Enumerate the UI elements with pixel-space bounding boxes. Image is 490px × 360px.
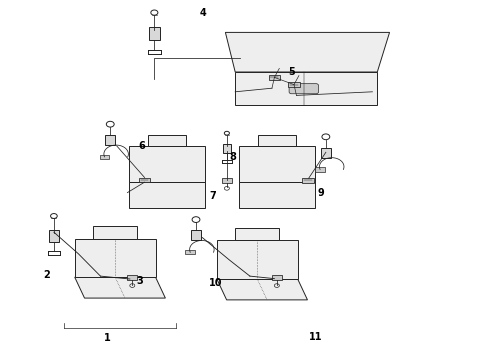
Bar	[272, 275, 282, 280]
Text: 8: 8	[229, 152, 236, 162]
Polygon shape	[74, 239, 156, 277]
Text: 4: 4	[200, 8, 207, 18]
Text: 9: 9	[318, 188, 324, 198]
Polygon shape	[235, 72, 377, 105]
Text: 10: 10	[209, 278, 222, 288]
Bar	[99, 155, 109, 159]
Bar	[191, 230, 201, 240]
Text: 5: 5	[288, 67, 295, 77]
Polygon shape	[217, 240, 298, 279]
Bar	[269, 75, 280, 80]
Polygon shape	[93, 226, 137, 239]
Polygon shape	[74, 277, 166, 298]
Bar	[321, 148, 331, 158]
Bar	[315, 167, 325, 172]
Bar	[105, 135, 115, 145]
Polygon shape	[258, 135, 296, 146]
Text: 6: 6	[139, 141, 146, 151]
Text: 11: 11	[309, 332, 323, 342]
FancyBboxPatch shape	[289, 84, 318, 94]
Bar	[223, 144, 231, 153]
Polygon shape	[235, 228, 279, 240]
Polygon shape	[239, 182, 315, 208]
Bar	[302, 178, 314, 183]
Text: 7: 7	[210, 191, 217, 201]
Text: 3: 3	[136, 276, 143, 286]
Polygon shape	[128, 146, 205, 182]
Polygon shape	[239, 146, 315, 182]
Text: 1: 1	[104, 333, 111, 343]
Polygon shape	[147, 135, 186, 146]
Bar	[222, 178, 232, 183]
Bar	[288, 82, 300, 87]
Polygon shape	[225, 32, 390, 72]
Polygon shape	[128, 182, 205, 208]
Polygon shape	[217, 279, 308, 300]
Bar	[185, 250, 195, 255]
Bar	[49, 230, 59, 242]
Bar	[127, 275, 137, 280]
Text: 2: 2	[43, 270, 50, 280]
Bar	[149, 27, 160, 40]
Bar	[139, 178, 150, 182]
